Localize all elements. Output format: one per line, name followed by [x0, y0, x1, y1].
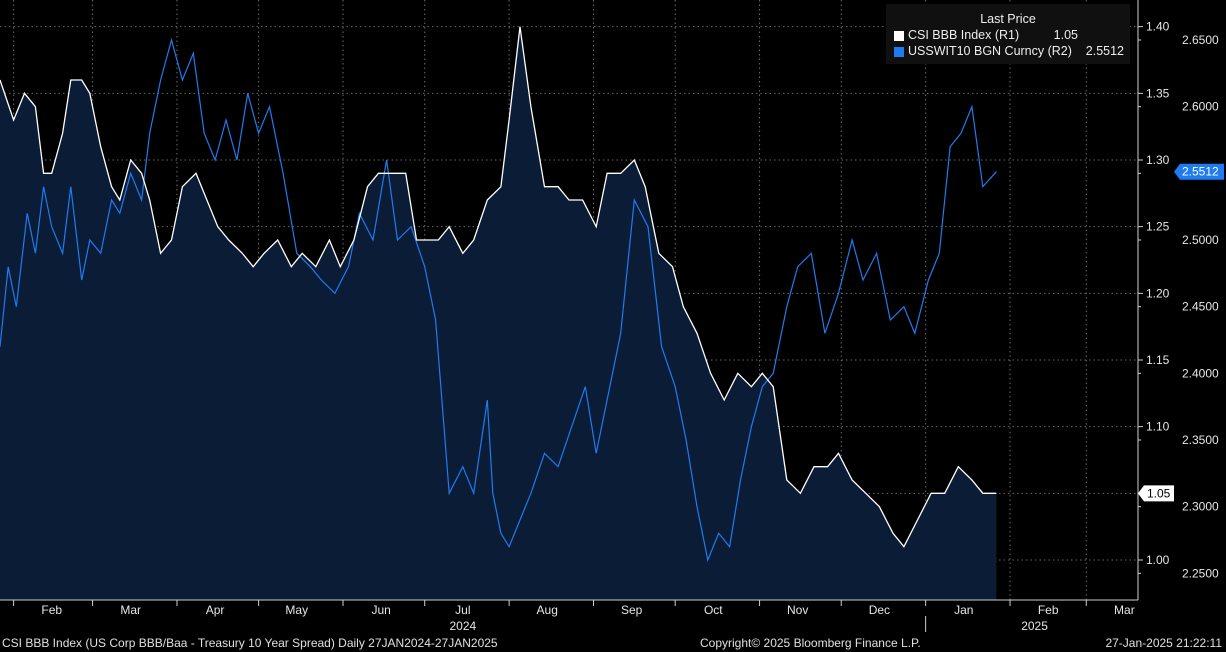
legend-entry-name: CSI BBB Index (R1) — [908, 28, 1020, 42]
x-tick-label: Feb — [41, 603, 62, 617]
x-tick-label: Apr — [206, 603, 225, 617]
x-tick-label: Jul — [455, 603, 470, 617]
x-tick-label: Mar — [120, 603, 141, 617]
x-year-label: 2024 — [449, 619, 476, 633]
legend-swatch-white — [894, 31, 904, 41]
y2-tick-label: 2.3000 — [1182, 500, 1219, 514]
x-tick-label: May — [285, 603, 308, 617]
legend-entry-name: USSWIT10 BGN Curncy (R2) — [908, 44, 1072, 58]
x-tick-label: Jun — [371, 603, 390, 617]
y1-tick-label: 1.10 — [1146, 420, 1170, 434]
y1-tick-label: 1.35 — [1146, 86, 1170, 100]
footer-copyright: Copyright© 2025 Bloomberg Finance L.P. — [700, 636, 921, 650]
legend-header: Last Price — [980, 12, 1036, 26]
x-tick-label: Oct — [704, 603, 723, 617]
y1-tick-label: 1.25 — [1146, 220, 1170, 234]
x-tick-label: Nov — [787, 603, 808, 617]
legend: Last Price CSI BBB Index (R1) 1.05 USSWI… — [886, 4, 1130, 64]
last-value-badge-r1 — [1138, 485, 1174, 502]
y2-tick-label: 2.3500 — [1182, 433, 1219, 447]
last-value-badge-r2 — [1174, 163, 1224, 180]
x-tick-label: Jan — [954, 603, 973, 617]
footer-description: CSI BBB Index (US Corp BBB/Baa - Treasur… — [2, 636, 498, 650]
x-year-label: 2025 — [1021, 619, 1048, 633]
legend-entry-usswit10: USSWIT10 BGN Curncy (R2) 2.5512 — [894, 44, 1124, 60]
y1-tick-label: 1.40 — [1146, 20, 1170, 34]
y1-tick-label: 1.15 — [1146, 353, 1170, 367]
y1-tick-label: 1.00 — [1146, 553, 1170, 567]
x-tick-label: Feb — [1038, 603, 1059, 617]
y2-tick-label: 2.4000 — [1182, 366, 1219, 380]
x-tick-label: Aug — [537, 603, 558, 617]
legend-entry-value: 2.5512 — [1085, 44, 1124, 58]
last-value-label-r2: 2.5512 — [1182, 165, 1219, 179]
y1-tick-label: 1.20 — [1146, 286, 1170, 300]
y1-tick-label: 1.30 — [1146, 153, 1170, 167]
y2-tick-label: 2.5000 — [1182, 233, 1219, 247]
footer: CSI BBB Index (US Corp BBB/Baa - Treasur… — [0, 634, 1226, 652]
x-tick-label: Sep — [621, 603, 643, 617]
y2-tick-label: 2.4500 — [1182, 300, 1219, 314]
chart-area: 1.00 1.05 1.10 1.15 1.20 1.25 1.30 1.35 1.40 2.25… — [0, 0, 1224, 633]
y2-tick-label: 2.6000 — [1182, 100, 1219, 114]
legend-entry-value: 1.05 — [1053, 28, 1078, 42]
csi-bbb-area — [0, 26, 997, 600]
legend-entry-csi-bbb: CSI BBB Index (R1) 1.05 — [894, 28, 1124, 44]
plot — [0, 26, 997, 600]
csi-bbb-line — [0, 26, 997, 548]
y2-tick-label: 2.2500 — [1182, 566, 1219, 580]
axes: 1.00 1.05 1.10 1.15 1.20 1.25 1.30 1.35 1.40 2.25… — [0, 0, 1224, 633]
last-value-label-r1: 1.05 — [1147, 486, 1171, 500]
usswit10-line — [0, 37, 997, 563]
legend-swatch-blue — [894, 47, 904, 57]
y2-tick-label: 2.6500 — [1182, 33, 1219, 47]
footer-timestamp: 27-Jan-2025 21:22:11 — [1105, 636, 1222, 650]
x-tick-label: Dec — [869, 603, 890, 617]
x-tick-label: Mar — [1114, 603, 1135, 617]
